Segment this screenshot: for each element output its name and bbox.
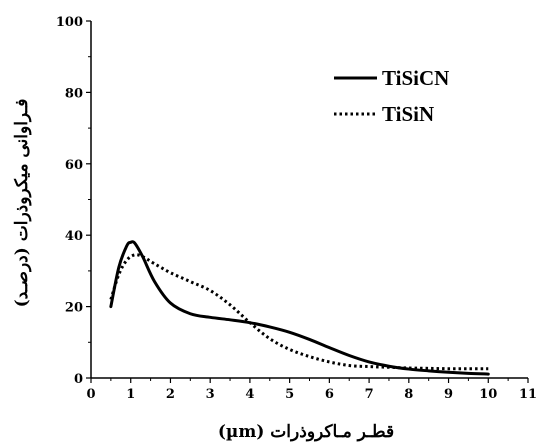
x-ticks: 0 1 2 3 4 5 6 7 8 9 10 11 [86, 378, 537, 402]
x-axis-title: قطـر مـاكروذرات (µm) [218, 422, 394, 442]
y-tick-label: 60 [65, 158, 83, 173]
y-axis-title: فـراوانی میكروذرات (درصـد) [12, 99, 32, 308]
x-tick-label: 2 [166, 387, 175, 402]
x-tick-label: 10 [479, 387, 497, 402]
legend: TiSiCN TiSiN [334, 66, 449, 126]
x-tick-label: 4 [245, 387, 254, 402]
y-ticks: 0 20 40 60 80 100 [56, 15, 91, 387]
legend-label-tisin: TiSiN [382, 102, 434, 126]
x-tick-label: 5 [285, 387, 294, 402]
legend-label-tisicn: TiSiCN [382, 66, 449, 90]
x-tick-label: 7 [365, 387, 374, 402]
x-tick-label: 1 [126, 387, 135, 402]
y-tick-label: 80 [65, 86, 83, 101]
y-tick-label: 100 [56, 15, 83, 30]
x-tick-label: 9 [444, 387, 453, 402]
y-tick-label: 20 [65, 301, 83, 316]
x-tick-label: 0 [86, 387, 95, 402]
y-tick-label: 40 [65, 229, 83, 244]
x-tick-label: 11 [519, 387, 537, 402]
y-tick-label: 0 [74, 372, 83, 387]
series-layer [109, 240, 490, 376]
x-tick-label: 3 [206, 387, 215, 402]
plot-area [91, 21, 528, 378]
x-tick-label: 6 [325, 387, 334, 402]
x-tick-label: 8 [404, 387, 413, 402]
